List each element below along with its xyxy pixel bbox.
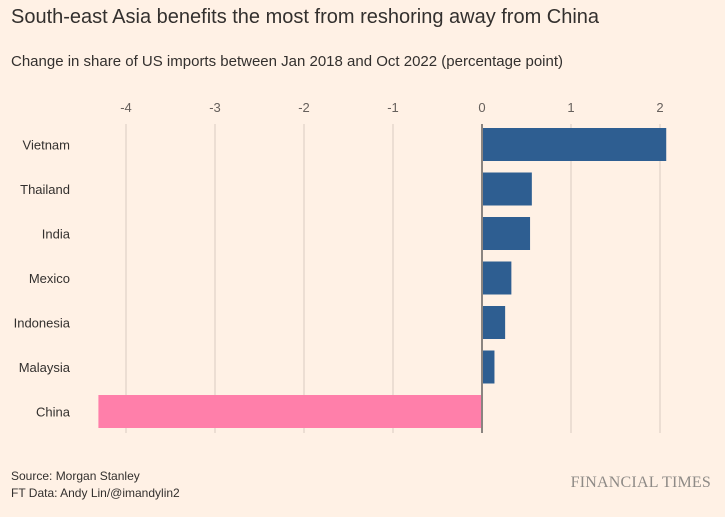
- category-label: India: [42, 227, 71, 242]
- source-note: Source: Morgan Stanley: [11, 469, 140, 483]
- bars: [98, 128, 667, 428]
- category-label: Vietnam: [23, 138, 70, 153]
- x-tick-label: 1: [567, 100, 574, 115]
- category-label: Malaysia: [19, 360, 71, 375]
- x-tick-labels: -4 -3 -2 -1 0 1 2: [120, 100, 663, 115]
- gridlines: [125, 124, 661, 433]
- bar-chart: -4 -3 -2 -1 0 1 2 Vietnam Thailand India Mexico In…: [14, 100, 667, 433]
- credit-note: FT Data: Andy Lin/@imandylin2: [11, 486, 180, 500]
- footer: Source: Morgan Stanley FT Data: Andy Lin…: [11, 468, 180, 502]
- bar-indonesia: [482, 306, 506, 339]
- bar-india: [482, 217, 531, 250]
- bar-china: [98, 395, 482, 428]
- ft-logo: FINANCIAL TIMES: [570, 474, 711, 491]
- x-tick-label: 2: [656, 100, 663, 115]
- bar-mexico: [482, 261, 512, 295]
- chart-subtitle: Change in share of US imports between Ja…: [11, 53, 564, 70]
- chart-title: South-east Asia benefits the most from r…: [11, 6, 600, 28]
- category-label: Thailand: [20, 182, 70, 197]
- x-tick-label: -4: [120, 100, 132, 115]
- x-tick-label: -3: [209, 100, 221, 115]
- category-label: Mexico: [29, 271, 70, 286]
- x-tick-label: -1: [387, 100, 399, 115]
- x-tick-label: 0: [478, 100, 485, 115]
- category-labels: Vietnam Thailand India Mexico Indonesia Malay…: [14, 138, 71, 420]
- bar-thailand: [482, 172, 532, 206]
- category-label: China: [36, 405, 71, 420]
- bar-malaysia: [482, 350, 495, 384]
- category-label: Indonesia: [14, 316, 71, 331]
- x-tick-label: -2: [298, 100, 310, 115]
- bar-vietnam: [482, 128, 667, 161]
